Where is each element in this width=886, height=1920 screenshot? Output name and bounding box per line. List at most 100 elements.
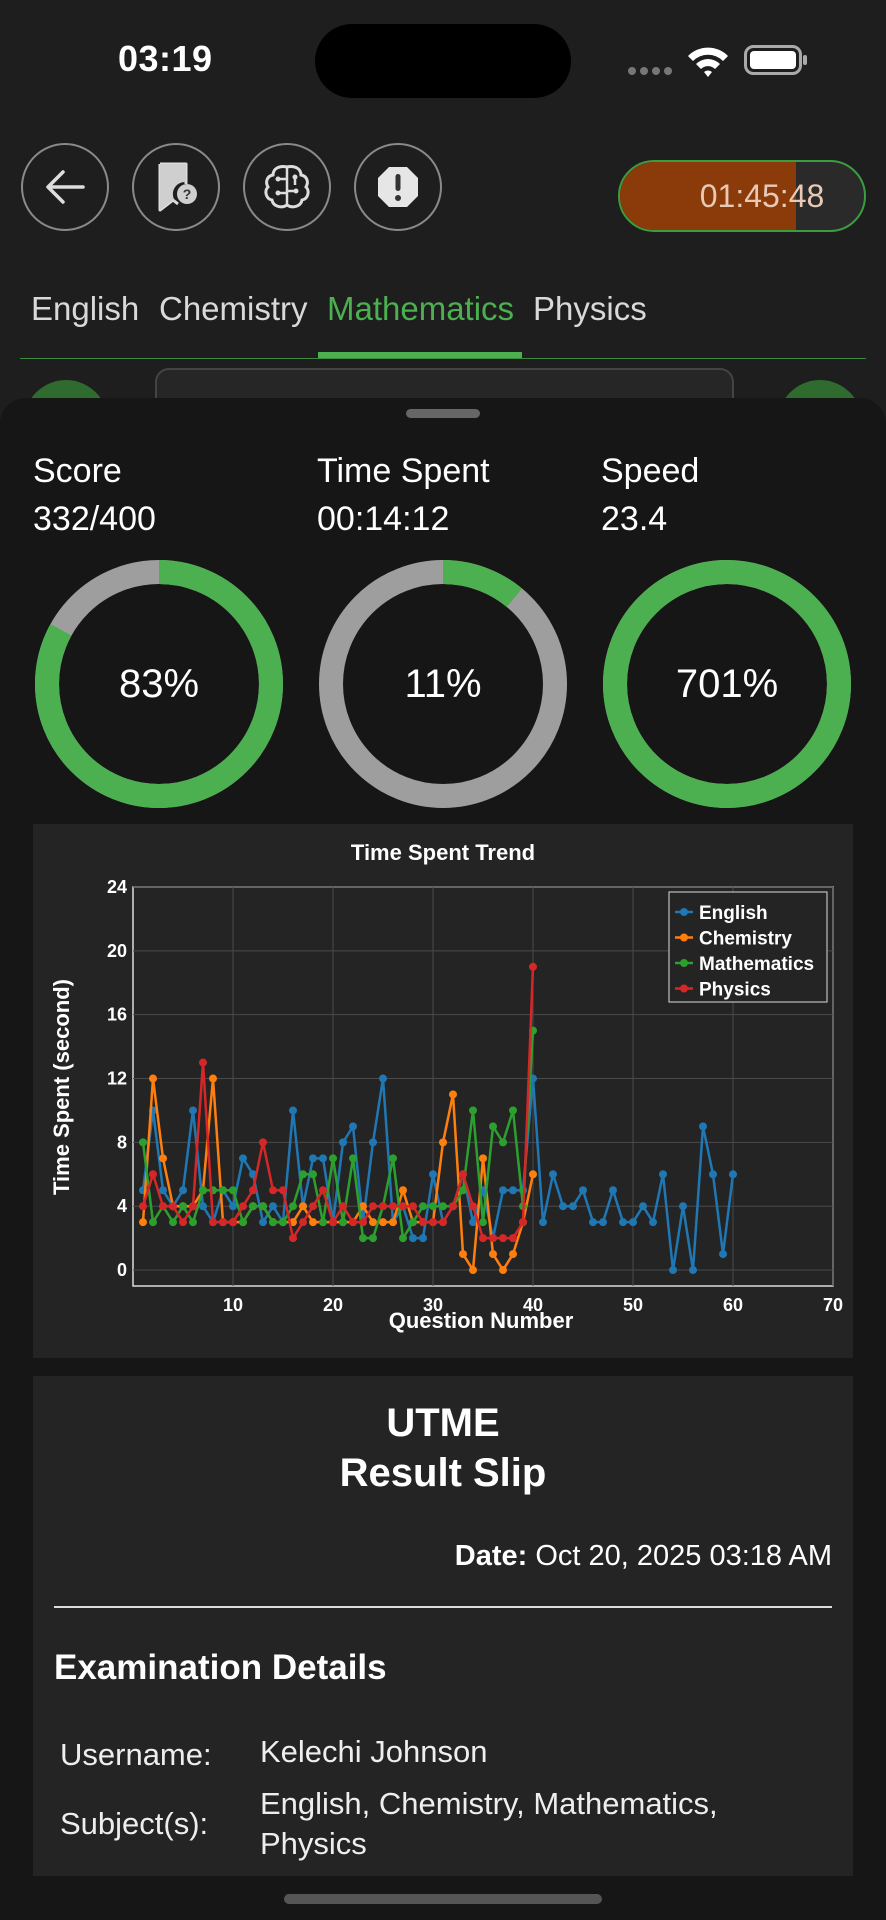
x-axis-label: Question Number [389,1308,574,1333]
data-point-english [639,1202,647,1211]
data-point-chemistry [299,1202,307,1211]
data-point-mathematics [499,1138,507,1147]
data-point-physics [259,1138,267,1147]
bookmark-question-button[interactable]: ? [132,143,220,231]
data-point-physics [359,1218,367,1227]
sheet-grabber[interactable] [406,409,480,418]
battery-icon [744,45,807,75]
date-value: Oct 20, 2025 03:18 AM [535,1540,832,1572]
data-point-chemistry [399,1186,407,1195]
tab-mathematics[interactable]: Mathematics [327,290,515,327]
data-point-mathematics [279,1218,287,1227]
y-axis-label: Time Spent (second) [49,979,74,1195]
data-point-english [379,1074,387,1083]
data-point-physics [149,1170,157,1179]
report-button[interactable] [354,143,442,231]
data-point-physics [329,1218,337,1227]
username-label: Username: [60,1737,212,1772]
data-point-physics [299,1218,307,1227]
svg-text:?: ? [183,186,192,202]
data-point-physics [399,1202,407,1211]
ai-brain-button[interactable] [243,143,331,231]
data-point-english [199,1202,207,1211]
data-point-mathematics [479,1218,487,1227]
data-point-chemistry [509,1250,517,1259]
bookmark-question-icon: ? [158,162,197,212]
data-point-mathematics [189,1218,197,1227]
data-point-physics [469,1202,477,1211]
data-point-mathematics [429,1202,437,1211]
data-point-physics [219,1218,227,1227]
data-point-physics [389,1202,397,1211]
data-point-mathematics [349,1154,357,1163]
x-tick-label: 40 [523,1295,543,1315]
data-point-physics [349,1218,357,1227]
data-point-english [229,1202,237,1211]
data-point-physics [309,1202,317,1211]
data-point-mathematics [309,1170,317,1179]
data-point-chemistry [369,1218,377,1227]
data-point-english [599,1218,607,1227]
data-point-english [499,1186,507,1195]
ring-progress [35,560,283,808]
data-point-physics [519,1218,527,1227]
result-slip-card [33,1376,853,1876]
data-point-english [179,1186,187,1195]
data-point-physics [279,1186,287,1195]
date-label: Date: [454,1540,528,1572]
y-tick-label: 8 [117,1132,127,1152]
data-point-physics [419,1218,427,1227]
data-point-chemistry [449,1090,457,1099]
legend-label: Physics [699,980,771,1001]
y-tick-label: 12 [107,1069,127,1089]
exam-timer[interactable]: 01:45:48 [618,160,866,232]
back-button[interactable] [21,143,109,231]
time-spent-label: Time Spent [317,452,490,490]
tab-english[interactable]: English [31,290,140,327]
tab-physics[interactable]: Physics [533,290,647,327]
data-point-mathematics [329,1154,337,1163]
data-point-english [549,1170,557,1179]
data-point-chemistry [309,1218,317,1227]
data-point-english [159,1186,167,1195]
data-point-chemistry [389,1218,397,1227]
data-point-mathematics [249,1202,257,1211]
time-spent-ring [319,560,567,808]
brain-circuit-icon [264,165,310,209]
chart-legend: English Chemistry Mathematics Physics [668,891,828,1003]
data-point-physics [529,962,537,971]
speed-label: Speed [601,452,700,490]
data-point-mathematics [229,1186,237,1195]
data-point-physics [319,1186,327,1195]
data-point-mathematics [139,1138,147,1147]
data-point-english [589,1218,597,1227]
x-tick-label: 60 [723,1295,743,1315]
data-point-english [699,1122,707,1131]
data-point-mathematics [339,1218,347,1227]
data-point-physics [489,1234,497,1243]
tab-chemistry[interactable]: Chemistry [159,290,308,327]
data-point-english [349,1122,357,1131]
score-ring [35,560,283,808]
tab-divider [20,358,866,359]
data-point-physics [459,1170,467,1179]
data-point-physics [229,1218,237,1227]
data-point-mathematics [409,1218,417,1227]
legend-box [668,891,828,1003]
home-indicator[interactable] [284,1894,602,1904]
data-point-mathematics [419,1202,427,1211]
x-tick-label: 50 [623,1295,643,1315]
data-point-mathematics [319,1218,327,1227]
data-point-english [509,1186,517,1195]
score-label: Score [33,452,122,490]
legend-label: Mathematics [699,954,814,975]
data-point-english [469,1218,477,1227]
data-point-english [429,1170,437,1179]
data-point-physics [239,1202,247,1211]
series-line-mathematics [141,1030,535,1240]
data-point-english [419,1234,427,1243]
data-point-mathematics [459,1186,467,1195]
x-tick-label: 70 [823,1295,843,1315]
data-point-physics [509,1234,517,1243]
data-point-chemistry [439,1138,447,1147]
